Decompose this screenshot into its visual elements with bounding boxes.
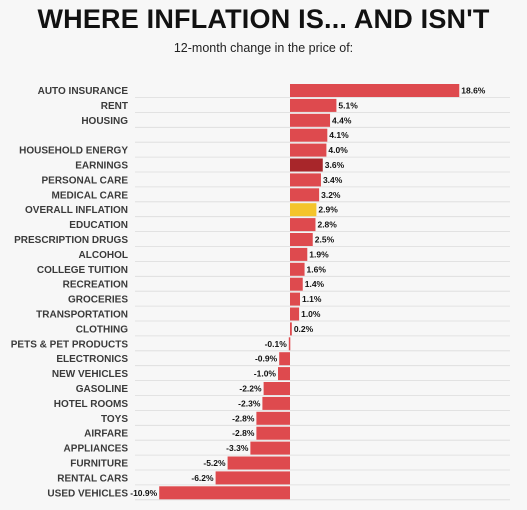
category-label: OVERALL INFLATION xyxy=(25,205,128,216)
chart-title: WHERE INFLATION IS... AND ISN'T xyxy=(37,4,490,34)
bar xyxy=(290,173,321,187)
category-label: ALCOHOL xyxy=(79,250,128,261)
value-label: 3.6% xyxy=(325,160,345,170)
bar xyxy=(290,158,323,172)
bar xyxy=(290,262,305,276)
value-label: -3.3% xyxy=(226,443,249,453)
value-label: -1.0% xyxy=(254,369,277,379)
category-label: FURNITURE xyxy=(70,459,128,470)
value-label: -0.1% xyxy=(265,339,288,349)
bar xyxy=(263,382,290,395)
value-label: -0.9% xyxy=(255,354,278,364)
category-label: GROCERIES xyxy=(68,295,128,306)
category-label: TOYS xyxy=(101,414,128,425)
category-label: CLOTHING xyxy=(76,324,128,335)
bar xyxy=(290,292,301,306)
value-label: 18.6% xyxy=(461,86,486,96)
value-label: -2.8% xyxy=(232,413,255,423)
category-label: APPLIANCES xyxy=(64,444,129,455)
bar xyxy=(250,441,290,455)
value-label: 5.1% xyxy=(338,100,358,110)
category-label: EARNINGS xyxy=(75,161,128,172)
value-label: 1.0% xyxy=(301,309,321,319)
value-label: 1.6% xyxy=(307,264,327,274)
value-label: -2.3% xyxy=(238,398,261,408)
value-label: 4.0% xyxy=(328,145,348,155)
bar xyxy=(290,218,316,232)
value-label: -2.2% xyxy=(239,384,262,394)
bar xyxy=(290,307,300,321)
value-label: 4.4% xyxy=(332,115,352,125)
bar xyxy=(290,84,460,97)
category-label: NEW VEHICLES xyxy=(52,369,128,380)
bar xyxy=(290,277,303,291)
category-label: RENTAL CARS xyxy=(57,473,128,484)
bar xyxy=(290,203,317,217)
bar xyxy=(290,113,331,127)
category-label: PRESCRIPTION DRUGS xyxy=(14,235,128,246)
bar xyxy=(290,233,313,246)
bar xyxy=(227,456,290,470)
value-label: -6.2% xyxy=(191,473,214,483)
value-label: 3.4% xyxy=(323,175,343,185)
bar xyxy=(290,322,292,336)
category-label: TRANSPORTATION xyxy=(36,310,128,321)
value-label: 2.8% xyxy=(317,220,337,230)
category-label: GASOLINE xyxy=(76,384,129,395)
bar xyxy=(279,352,290,366)
bar xyxy=(290,247,308,261)
value-label: 1.4% xyxy=(305,279,325,289)
category-label: PETS & PET PRODUCTS xyxy=(11,339,129,350)
category-label: HOUSING xyxy=(81,116,128,127)
value-label: 1.1% xyxy=(302,294,322,304)
chart-subtitle: 12-month change in the price of: xyxy=(173,41,354,55)
value-label: -2.8% xyxy=(232,428,255,438)
bar xyxy=(288,337,291,351)
category-label: AIRFARE xyxy=(84,429,128,440)
bar xyxy=(215,471,290,485)
bar xyxy=(262,396,290,410)
bar xyxy=(290,143,327,157)
category-label: EDUCATION xyxy=(69,220,128,231)
bar xyxy=(256,411,290,425)
category-label: RENT xyxy=(101,101,128,112)
bar xyxy=(290,188,320,202)
bar xyxy=(159,486,290,500)
bar xyxy=(278,367,290,381)
category-label: HOTEL ROOMS xyxy=(54,399,129,410)
category-label: USED VEHICLES xyxy=(47,488,128,499)
value-label: 2.9% xyxy=(318,205,338,215)
category-label: RECREATION xyxy=(63,280,128,291)
category-label: PERSONAL CARE xyxy=(42,175,129,186)
value-label: 4.1% xyxy=(329,130,349,140)
value-label: 1.9% xyxy=(309,249,329,259)
bar xyxy=(290,128,328,142)
bar xyxy=(256,426,290,440)
category-label: AUTO INSURANCE xyxy=(38,86,129,97)
category-label: COLLEGE TUITION xyxy=(37,265,128,276)
category-label: HOUSEHOLD ENERGY xyxy=(19,146,128,157)
value-label: -10.9% xyxy=(130,488,157,498)
bar xyxy=(290,98,337,112)
category-label: ELECTRONICS xyxy=(56,354,128,365)
category-label: MEDICAL CARE xyxy=(52,190,129,201)
value-label: 2.5% xyxy=(315,235,335,245)
value-label: 0.2% xyxy=(294,324,314,334)
value-label: -5.2% xyxy=(203,458,226,468)
value-label: 3.2% xyxy=(321,190,341,200)
